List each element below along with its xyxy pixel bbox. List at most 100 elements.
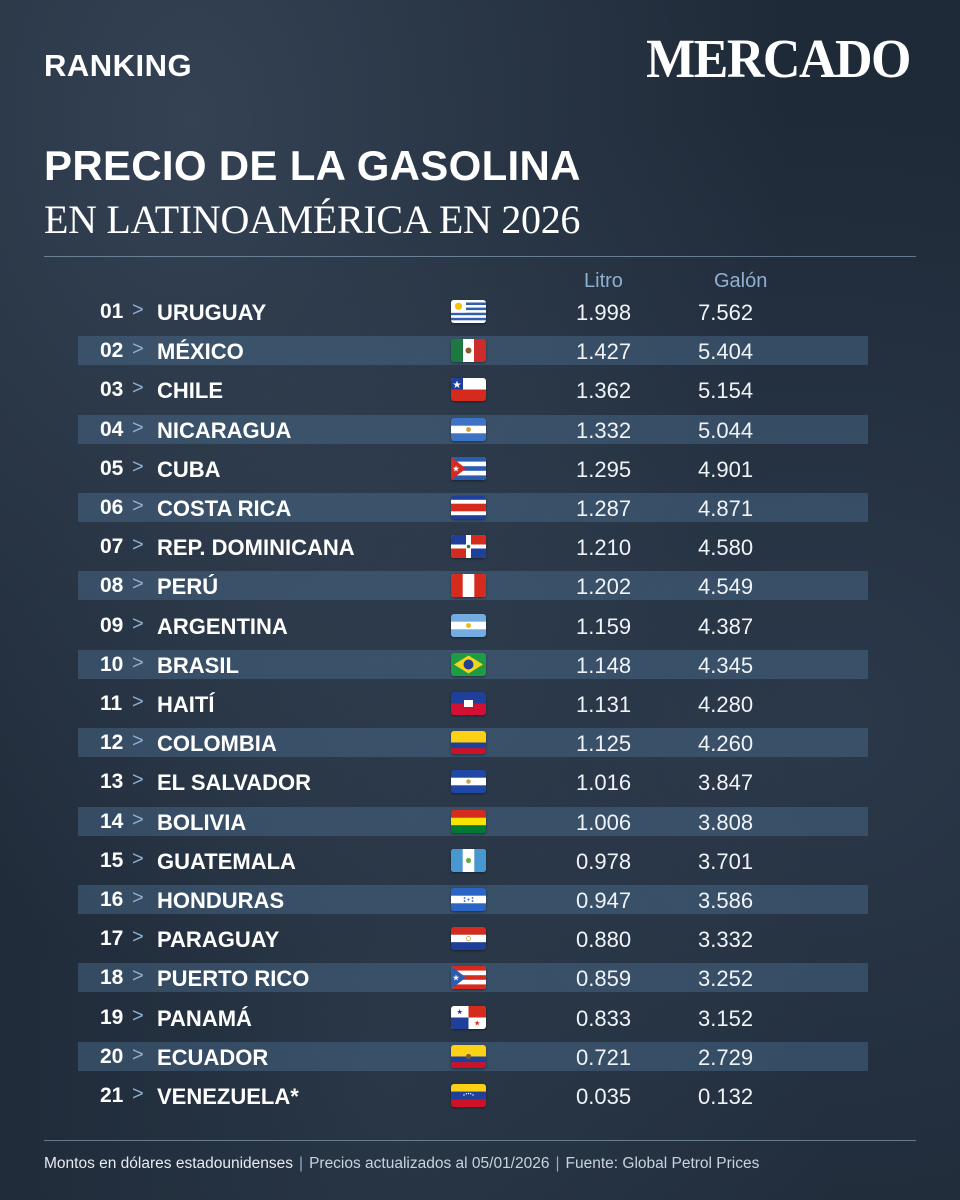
country-name: CUBA <box>157 456 221 482</box>
chevron-right-icon: > <box>132 769 144 792</box>
chevron-right-icon: > <box>132 926 144 949</box>
rank-number: 16 <box>100 888 124 911</box>
price-litro: 0.947 <box>576 888 632 913</box>
rank-number: 06 <box>100 496 124 519</box>
chevron-right-icon: > <box>132 887 144 909</box>
panama-flag <box>451 1005 486 1029</box>
table-row: 09 > ARGENTINA 1.159 4.387 <box>78 611 868 640</box>
price-galon: 3.332 <box>698 927 754 953</box>
venezuela-flag <box>451 1084 486 1107</box>
price-galon: 4.580 <box>698 535 754 561</box>
price-litro: 0.978 <box>576 848 632 874</box>
country-name: PARAGUAY <box>157 927 280 953</box>
price-galon: 3.808 <box>698 809 754 835</box>
table-row: 06 > COSTA RICA 1.287 4.871 <box>78 493 868 522</box>
rank-number: 12 <box>100 731 124 755</box>
table-row: 13 > EL SALVADOR 1.016 3.847 <box>78 767 868 796</box>
table-row: 04 > NICARAGUA 1.332 5.044 <box>78 414 868 444</box>
nicaragua-flag <box>451 417 486 441</box>
country-name: VENEZUELA* <box>157 1084 299 1109</box>
rank-number: 09 <box>100 613 124 637</box>
price-litro: 0.035 <box>576 1084 632 1109</box>
table-row: 18 > PUERTO RICO 0.859 3.252 <box>78 963 868 993</box>
price-galon: 3.586 <box>698 888 754 913</box>
table-row: 20 > ECUADOR 0.721 2.729 <box>78 1041 868 1071</box>
rank-number: 10 <box>100 652 124 676</box>
price-litro: 1.148 <box>576 652 632 678</box>
puerto-rico-flag <box>451 966 486 990</box>
country-name: REP. DOMINICANA <box>157 535 355 561</box>
chevron-right-icon: > <box>132 338 144 361</box>
chevron-right-icon: > <box>132 965 144 988</box>
table-row: 15 > GUATEMALA 0.978 3.701 <box>78 846 868 875</box>
guatemala-flag <box>451 848 486 872</box>
price-galon: 4.280 <box>698 692 754 717</box>
price-litro: 1.202 <box>576 574 632 600</box>
chevron-right-icon: > <box>132 1004 144 1027</box>
rank-number: 03 <box>100 378 124 402</box>
rank-number: 02 <box>100 339 124 363</box>
price-galon: 5.404 <box>698 339 754 365</box>
el-salvador-flag <box>451 770 486 794</box>
column-header-litro: Litro <box>584 270 623 292</box>
chile-flag <box>451 378 486 402</box>
rank-number: 04 <box>100 417 124 441</box>
footer: Montos en dólares estadounidenses | Precio… <box>44 1155 759 1173</box>
price-galon: 3.252 <box>698 966 754 992</box>
brazil-flag <box>451 652 486 676</box>
footer-separator: | <box>555 1155 560 1172</box>
table-row: 05 > CUBA 1.295 4.901 <box>78 454 868 483</box>
price-galon: 3.152 <box>698 1005 754 1031</box>
chevron-right-icon: > <box>132 1083 144 1105</box>
header: RANKING MERCADO <box>0 0 960 110</box>
table-row: 17 > PARAGUAY 0.880 3.332 <box>78 924 868 953</box>
mexico-flag <box>451 339 486 363</box>
title-line-2: EN LATINOAMÉRICA EN 2026 <box>44 197 581 242</box>
price-litro: 0.721 <box>576 1044 632 1070</box>
chevron-right-icon: > <box>132 612 144 635</box>
colombia-flag <box>451 731 486 755</box>
haiti-flag <box>451 692 486 715</box>
rank-number: 19 <box>100 1005 124 1029</box>
rank-number: 13 <box>100 770 124 794</box>
price-litro: 1.159 <box>576 613 632 639</box>
table-row: 11 > HAITÍ 1.131 4.280 <box>78 689 868 718</box>
price-litro: 1.006 <box>576 809 632 835</box>
price-litro: 1.332 <box>576 417 632 443</box>
rank-number: 05 <box>100 456 124 480</box>
chevron-right-icon: > <box>132 377 144 400</box>
footer-updated: Precios actualizados al 05/01/2026 <box>309 1155 550 1172</box>
price-litro: 1.295 <box>576 456 632 482</box>
country-name: EL SALVADOR <box>157 770 312 796</box>
price-litro: 1.427 <box>576 339 632 365</box>
table-row: 16 > HONDURAS 0.947 3.586 <box>78 885 868 914</box>
price-litro: 1.125 <box>576 731 632 757</box>
country-name: PANAMÁ <box>157 1005 252 1031</box>
country-name: NICARAGUA <box>157 417 292 443</box>
price-litro: 0.859 <box>576 966 632 992</box>
country-name: ARGENTINA <box>157 613 288 639</box>
country-name: PERÚ <box>157 574 219 600</box>
country-name: HAITÍ <box>157 692 215 717</box>
country-name: COSTA RICA <box>157 496 292 521</box>
table-row: 19 > PANAMÁ 0.833 3.152 <box>78 1003 868 1032</box>
footer-note: Montos en dólares estadounidenses <box>44 1155 294 1172</box>
price-galon: 4.345 <box>698 652 754 678</box>
chevron-right-icon: > <box>132 730 144 753</box>
table-row: 03 > CHILE 1.362 5.154 <box>78 375 868 404</box>
table-row: 12 > COLOMBIA 1.125 4.260 <box>78 728 868 758</box>
price-galon: 5.154 <box>698 378 754 404</box>
peru-flag <box>451 574 486 598</box>
country-name: URUGUAY <box>157 300 267 325</box>
rank-number: 21 <box>100 1084 124 1107</box>
country-name: GUATEMALA <box>157 848 296 874</box>
table-row: 21 > VENEZUELA* 0.035 0.132 <box>78 1081 868 1110</box>
chevron-right-icon: > <box>132 455 144 478</box>
rank-number: 07 <box>100 535 124 559</box>
rank-number: 01 <box>100 300 124 323</box>
honduras-flag <box>451 888 486 911</box>
ranking-label: RANKING <box>44 48 193 83</box>
chevron-right-icon: > <box>132 1043 144 1066</box>
dominican-republic-flag <box>451 535 486 559</box>
price-litro: 1.287 <box>576 496 632 521</box>
